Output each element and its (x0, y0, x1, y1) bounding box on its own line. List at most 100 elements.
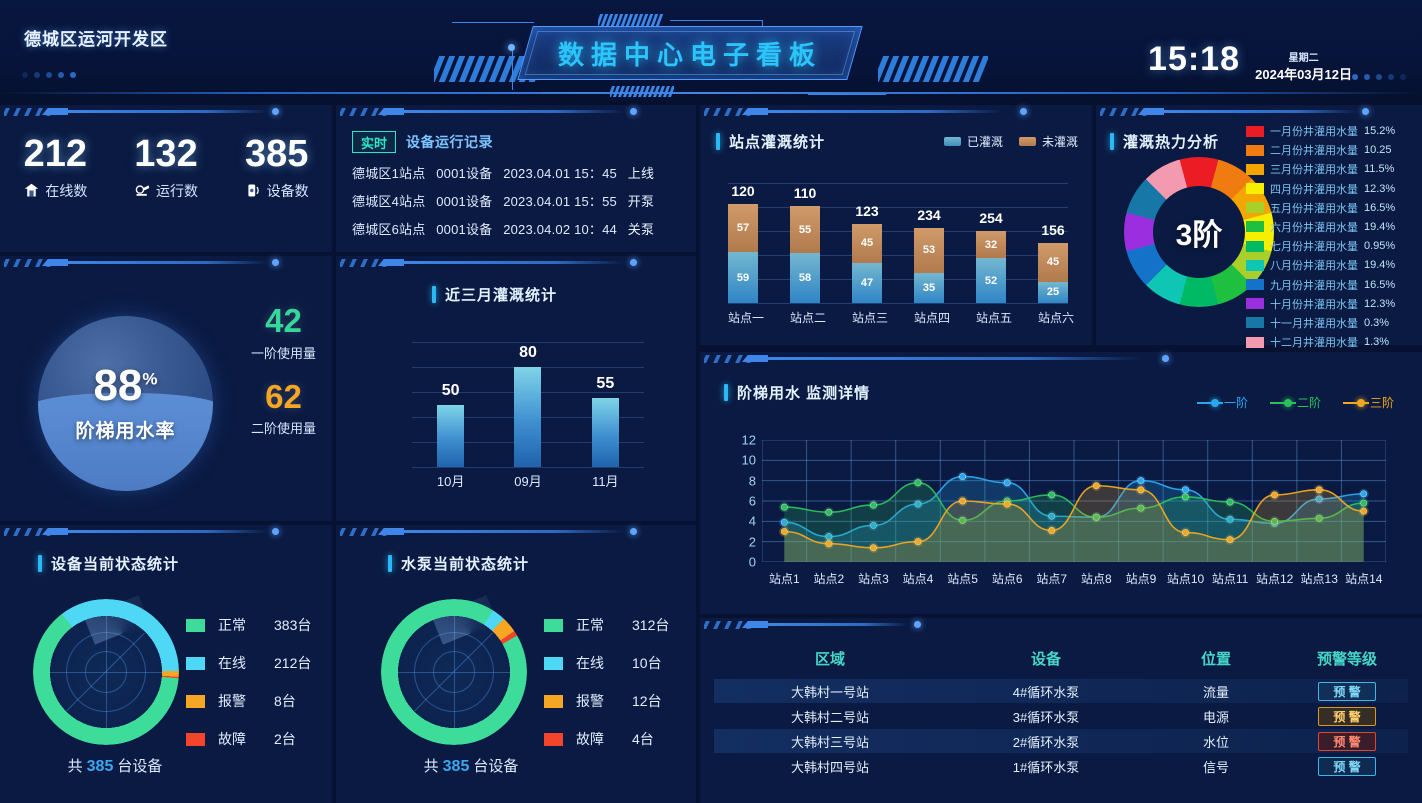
title-accent-bar (1110, 133, 1114, 150)
cell-level: 预 警 (1286, 706, 1408, 726)
legend-label: 二月份井灌用水量 (1270, 145, 1358, 158)
kpi-online-label: 在线数 (45, 182, 88, 199)
y-tick-label: 2 (748, 534, 756, 550)
x-tick-label: 站点9 (1125, 572, 1157, 586)
chart-bar[interactable]: 120 57 59 (728, 183, 758, 303)
legend-item[interactable]: 一阶 (1196, 394, 1248, 411)
legend-item-online[interactable]: 在线 10台 (544, 653, 669, 673)
gauge-water-fill (38, 393, 213, 491)
legend-swatch (1246, 221, 1264, 233)
cell-area: 大韩村三号站 (790, 734, 869, 750)
chart-bar[interactable]: 55 (591, 375, 619, 467)
legend-item[interactable]: 八月份井灌用水量 19.4% (1246, 257, 1422, 273)
panel-head-line (700, 352, 1422, 366)
chart-bar[interactable]: 234 53 35 (914, 183, 944, 303)
legend-item[interactable]: 二阶 (1269, 394, 1321, 411)
page-header: 德城区运河开发区 数据中心电子看板 15:18 星期二 2024 (0, 0, 1422, 105)
y-tick-label: 12 (741, 432, 756, 448)
status-badge[interactable]: 预 警 (1318, 706, 1376, 726)
record-site: 德城区6站点 (352, 222, 426, 237)
donut-ring (33, 599, 179, 745)
list-item[interactable]: 德城区6站点 0001设备 2023.04.02 10：44 关泵 (352, 219, 684, 238)
stage-usage-1: 42 一阶使用量 (218, 303, 349, 362)
bar-value: 50 (441, 381, 460, 399)
legend-swatch (186, 656, 205, 670)
list-item[interactable]: 德城区1站点 0001设备 2023.04.01 15：45 上线 (352, 163, 684, 182)
table-row[interactable]: 大韩村一号站 4#循环水泵 流量 预 警 (714, 679, 1408, 703)
legend-item-normal[interactable]: 正常 312台 (544, 615, 669, 635)
legend-item[interactable]: 十月份井灌用水量 12.3% (1246, 296, 1422, 312)
legend-label: 十月份井灌用水量 (1270, 298, 1358, 311)
line-title: 阶梯用水 监测详情 (737, 385, 871, 402)
chart-x-labels: 站点一 站点二 站点三 站点四 站点五 站点六 (728, 309, 1075, 326)
legend-label: 三月份井灌用水量 (1270, 164, 1358, 177)
legend-item[interactable]: 三月份井灌用水量 11.5% (1246, 161, 1422, 177)
legend-item[interactable]: 十二月井灌用水量 1.3% (1246, 334, 1422, 350)
header-divider (0, 92, 1422, 94)
table-row[interactable]: 大韩村四号站 1#循环水泵 信号 预 警 (714, 754, 1408, 778)
legend-item-fault[interactable]: 故障 2台 (186, 729, 311, 749)
legend-label: 七月份井灌用水量 (1270, 241, 1358, 254)
legend-swatch (544, 618, 563, 632)
legend-item[interactable]: 九月份井灌用水量 16.5% (1246, 277, 1422, 293)
column-header-level: 预警等级 (1316, 651, 1377, 668)
table-row[interactable]: 大韩村二号站 3#循环水泵 电源 预 警 (714, 704, 1408, 728)
status-badge[interactable]: 预 警 (1318, 731, 1376, 751)
legend-item-fault[interactable]: 故障 4台 (544, 729, 669, 749)
legend-value: 0.3% (1364, 316, 1390, 329)
chart-bar[interactable]: 123 45 47 (852, 183, 882, 303)
chart-bar[interactable]: 254 32 52 (976, 183, 1006, 303)
legend-item[interactable]: 十一月井灌用水量 0.3% (1246, 315, 1422, 331)
bar-total: 254 (979, 210, 1003, 226)
x-tick-label: 站点六 (1038, 311, 1075, 325)
legend-item-normal[interactable]: 正常 383台 (186, 615, 311, 635)
legend-item[interactable]: 六月份井灌用水量 19.4% (1246, 219, 1422, 235)
legend-value: 0.95% (1364, 240, 1396, 253)
status-badge[interactable]: 预 警 (1318, 756, 1376, 776)
record-time: 2023.04.01 15：45 (503, 166, 617, 181)
legend-swatch (186, 618, 205, 632)
legend-item-irrigated[interactable]: 已灌溉 (943, 133, 1003, 150)
legend-label: 十一月井灌用水量 (1270, 317, 1358, 330)
stage-1-label: 一阶使用量 (250, 345, 316, 361)
kpi-online-value: 212 (23, 133, 88, 175)
stage-2-value: 62 (265, 377, 302, 415)
x-tick-label: 站点1 (768, 572, 800, 586)
chart-bar[interactable]: 80 (514, 344, 542, 467)
device-status-title: 设备当前状态统计 (51, 556, 180, 573)
legend-item-alarm[interactable]: 报警 8台 (186, 691, 311, 711)
legend-item[interactable]: 三阶 (1342, 394, 1394, 411)
kpi-running[interactable]: 132 运行数 (111, 134, 222, 201)
cell-device: 1#循环水泵 (1012, 759, 1080, 775)
kpi-online[interactable]: 212 在线数 (0, 133, 111, 201)
table-row[interactable]: 大韩村三号站 2#循环水泵 水位 预 警 (714, 729, 1408, 753)
chart-bar[interactable]: 156 45 25 (1038, 183, 1068, 303)
legend-label: 八月份井灌用水量 (1270, 260, 1358, 273)
legend-line (1342, 401, 1369, 404)
legend-label: 故障 (218, 731, 246, 747)
legend-value: 1.3% (1364, 336, 1390, 349)
legend-item-alarm[interactable]: 报警 12台 (544, 691, 669, 711)
record-time: 2023.04.02 10：44 (503, 222, 617, 237)
legend-item-not-irrigated[interactable]: 未灌溉 (1018, 133, 1078, 150)
legend-swatch (1246, 317, 1264, 329)
kpi-devices[interactable]: 385 设备数 (221, 134, 332, 201)
list-item[interactable]: 德城区4站点 0001设备 2023.04.01 15：55 开泵 (352, 191, 684, 210)
chart-bar[interactable]: 110 55 58 (790, 183, 820, 303)
legend-item[interactable]: 四月份井灌用水量 12.3% (1246, 181, 1422, 197)
org-title: 德城区运河开发区 (24, 30, 168, 49)
line-chart-svg (761, 439, 1387, 563)
legend-item[interactable]: 七月份井灌用水量 0.95% (1246, 238, 1422, 254)
date-label: 2024年03月12日 (1255, 66, 1352, 82)
legend-item[interactable]: 二月份井灌用水量 10.25 (1246, 142, 1422, 158)
legend-label: 在线 (576, 655, 604, 671)
legend-swatch (544, 656, 563, 670)
legend-item[interactable]: 五月份井灌用水量 16.5% (1246, 200, 1422, 216)
bar-segment-bottom: 35 (914, 273, 944, 303)
legend-item-online[interactable]: 在线 212台 (186, 653, 311, 673)
panel-head-station (700, 105, 1092, 119)
status-badge[interactable]: 预 警 (1318, 681, 1376, 701)
legend-item[interactable]: 一月份井灌用水量 15.2% (1246, 123, 1422, 139)
legend-label: 报警 (218, 693, 246, 709)
chart-bar[interactable]: 50 (437, 382, 465, 467)
